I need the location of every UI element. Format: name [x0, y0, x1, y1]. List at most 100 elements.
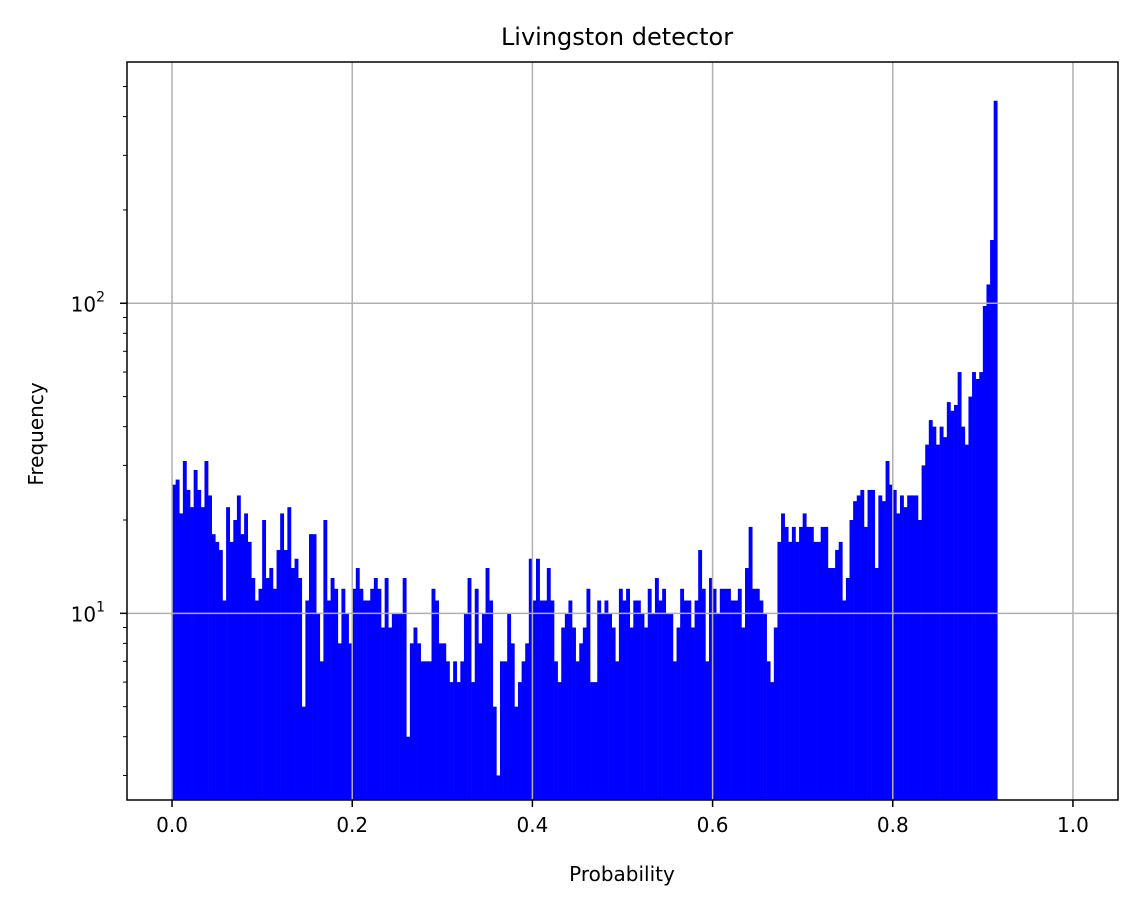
histogram-bar: [705, 661, 710, 800]
histogram-bar: [554, 661, 558, 800]
histogram-bar: [903, 507, 908, 800]
histogram-bar: [694, 600, 699, 800]
chart-title: Livingston detector: [501, 23, 733, 51]
histogram-bar: [438, 643, 443, 800]
histogram-bar: [813, 541, 818, 800]
histogram-bar: [817, 541, 821, 800]
histogram-bars: [172, 100, 998, 801]
histogram-bar: [802, 513, 807, 800]
histogram-bar: [946, 402, 951, 800]
histogram-bar: [510, 643, 515, 800]
histogram-bar: [413, 627, 418, 800]
histogram-bar: [982, 305, 987, 800]
axis-ticks: 0.0 0.2 0.4 0.6 0.8 1.0 101 102: [71, 86, 1089, 837]
histogram-bar: [283, 550, 288, 800]
histogram-bar: [233, 519, 238, 800]
histogram-bar: [892, 489, 897, 800]
histogram-bar: [626, 588, 630, 800]
histogram-bar: [745, 568, 749, 800]
histogram-bar: [662, 588, 667, 800]
histogram-bar: [622, 600, 627, 800]
histogram-bar: [665, 613, 670, 800]
histogram-bar: [323, 519, 328, 800]
x-tick-label: 0.4: [517, 813, 549, 837]
histogram-bar: [208, 495, 212, 800]
x-tick-label: 1.0: [1057, 813, 1089, 837]
histogram-bar: [391, 613, 396, 800]
histogram-bar: [467, 578, 472, 800]
histogram-bar: [319, 661, 324, 800]
histogram-bar: [990, 239, 994, 801]
histogram-bar: [539, 600, 544, 800]
histogram-bar: [759, 600, 764, 800]
histogram-bar: [431, 588, 436, 800]
histogram-bar: [373, 578, 378, 800]
histogram-bar: [799, 526, 803, 800]
histogram-bar: [918, 519, 922, 800]
histogram-bar: [586, 588, 591, 800]
histogram-bar: [972, 372, 976, 800]
histogram-bar: [672, 661, 677, 800]
histogram-bar: [719, 588, 724, 800]
histogram-bar: [294, 558, 299, 800]
histogram-bar: [910, 495, 915, 800]
histogram-bar: [417, 643, 421, 800]
histogram-bar: [957, 372, 962, 800]
histogram-bar: [442, 643, 447, 800]
histogram-bar: [172, 484, 176, 800]
histogram-bar: [445, 661, 450, 800]
histogram-bar: [536, 558, 540, 800]
histogram-bar: [204, 460, 209, 800]
histogram-bar: [305, 600, 310, 800]
histogram-bar: [748, 526, 753, 800]
histogram-bar: [784, 526, 789, 800]
histogram-bar: [247, 541, 252, 800]
histogram-bar: [193, 469, 198, 800]
histogram-bar: [370, 588, 375, 800]
histogram-bar: [236, 495, 241, 800]
histogram-bar: [359, 588, 364, 800]
histogram-bar: [741, 627, 746, 800]
histogram-bar: [968, 396, 973, 800]
y-tick-label: 102: [71, 289, 105, 316]
histogram-bar: [636, 600, 641, 800]
histogram-bar: [734, 600, 739, 800]
histogram-bar: [723, 588, 728, 800]
histogram-bar: [618, 588, 623, 800]
histogram-bar: [730, 600, 735, 800]
histogram-bar: [849, 519, 854, 800]
histogram-bar: [280, 513, 285, 800]
histogram-bar: [312, 534, 317, 800]
histogram-bar: [809, 526, 814, 800]
histogram-bar: [572, 627, 576, 800]
histogram-bar: [471, 682, 476, 800]
histogram-bar: [453, 661, 458, 800]
histogram-bar: [276, 550, 281, 800]
histogram-bar: [863, 526, 868, 800]
histogram-bar: [395, 613, 400, 800]
histogram-bar: [975, 378, 980, 800]
histogram-bar: [190, 507, 194, 800]
histogram-bar: [835, 550, 840, 800]
histogram-bar: [604, 600, 609, 800]
histogram-bar: [845, 578, 850, 800]
histogram-bar: [298, 578, 303, 800]
histogram-bar: [647, 588, 652, 800]
histogram-bar: [366, 600, 371, 800]
histogram-bar: [218, 550, 223, 800]
histogram-bar: [593, 682, 598, 800]
histogram-bar: [936, 444, 940, 800]
histogram-bar: [874, 568, 879, 800]
histogram-bar: [254, 600, 259, 800]
histogram-bar: [676, 627, 681, 800]
histogram-bar: [525, 643, 530, 800]
histogram-bar: [456, 682, 461, 800]
histogram-bar: [654, 578, 659, 800]
histogram-bar: [528, 558, 533, 800]
histogram-bar: [287, 507, 292, 800]
histogram-bar: [564, 613, 569, 800]
histogram-bar: [244, 513, 249, 800]
histogram-bar: [381, 627, 385, 800]
histogram-bar: [979, 372, 984, 800]
